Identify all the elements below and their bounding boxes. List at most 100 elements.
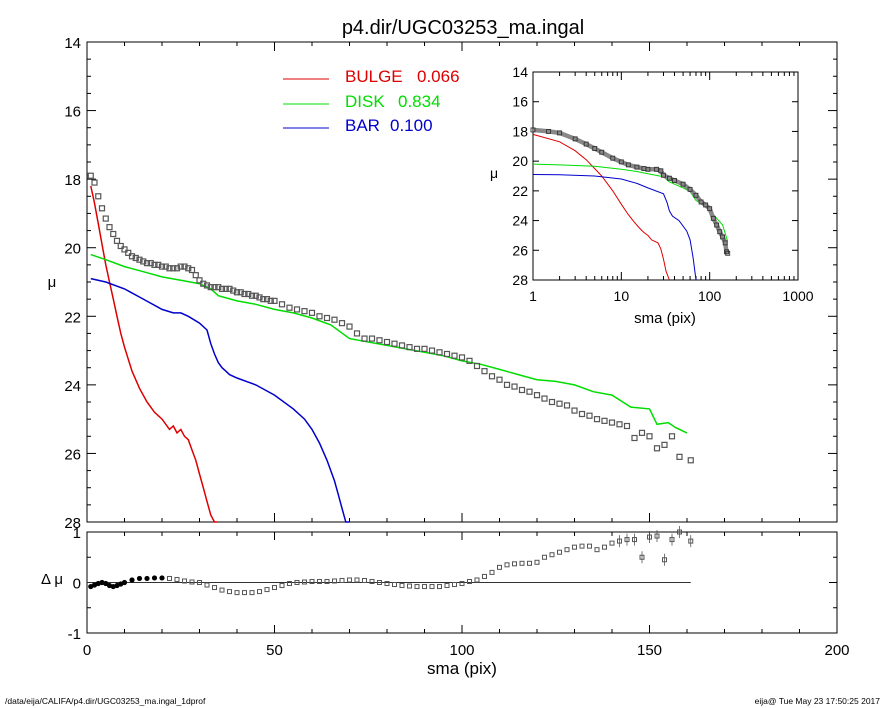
main-data-marker: [117, 242, 124, 250]
residual-data-marker: [407, 583, 412, 589]
main-panel: 14 16 18 20 22 24 26 28 μ: [48, 35, 838, 532]
main-data-marker: [646, 433, 653, 440]
main-data-marker: [218, 285, 226, 292]
main-data-marker: [496, 376, 503, 383]
main-data-marker: [518, 386, 526, 394]
residual-data-marker: [204, 582, 210, 588]
inset-x-tick-label: 1: [529, 288, 537, 304]
main-y-tick-label: 26: [64, 446, 81, 463]
main-y-tick-labels: 14 16 18 20 22 24 26 28: [64, 35, 81, 532]
main-y-tick-label: 16: [64, 104, 81, 121]
main-data-marker: [267, 297, 274, 304]
residual-x-tick-label: 200: [824, 642, 849, 659]
main-data-marker: [196, 277, 203, 284]
inset-data-marker: [714, 222, 720, 228]
inset-x-tick-label: 100: [698, 288, 722, 304]
residual-data-marker: [332, 578, 337, 584]
main-data-marker: [623, 422, 631, 430]
residual-data-marker: [459, 581, 465, 587]
residual-data-marker: [377, 580, 382, 585]
inset-data-marker: [658, 168, 664, 174]
inset-data-marker: [625, 162, 631, 168]
residual-data-marker: [369, 578, 375, 584]
main-data-marker: [233, 289, 241, 296]
residual-data-marker: [212, 585, 217, 591]
main-data-marker: [548, 398, 556, 406]
main-data-marker: [323, 314, 331, 322]
legend-label-bar: BAR: [345, 116, 380, 135]
residual-x-tick-label: 150: [637, 642, 662, 659]
main-data-marker: [271, 297, 278, 304]
residual-y-tick-label: 0: [73, 576, 81, 593]
main-series-line-disk: [90, 253, 688, 434]
inset-data-marker: [634, 164, 640, 170]
inset-data-marker: [666, 175, 672, 181]
main-data-marker: [91, 179, 98, 186]
residual-data-marker: [399, 583, 405, 589]
main-data-marker: [593, 416, 601, 423]
main-data-marker: [203, 282, 211, 289]
main-data-marker: [263, 296, 271, 303]
residual-data-marker: [234, 590, 240, 596]
main-y-tick-label: 14: [64, 35, 81, 52]
residual-data-marker: [444, 583, 450, 589]
main-data-marker: [140, 258, 147, 265]
residual-data-marker: [302, 579, 307, 585]
inset-plot-frame: [532, 71, 799, 281]
main-data-marker: [556, 400, 563, 407]
residual-data-marker: [257, 589, 262, 595]
main-data-marker: [185, 265, 192, 272]
inset-y-tick-label: 26: [512, 242, 528, 258]
main-axis-ticks: [86, 41, 838, 523]
inset-data-marker: [720, 234, 726, 240]
footer-timestamp: eija@ Tue May 23 17:50:25 2017: [755, 696, 881, 706]
main-data-marker: [451, 352, 458, 359]
residual-data-marker: [324, 578, 330, 584]
inset-x-tick-label: 10: [614, 288, 630, 304]
main-data-marker: [87, 172, 94, 179]
main-data-marker: [301, 308, 308, 315]
inset-panel: 14 16 18 20 22 24 26 281 10 100 1000 μ sma (pix): [490, 64, 814, 327]
legend-label-disk: DISK: [345, 92, 385, 111]
main-data-marker: [248, 292, 256, 299]
inset-data-marker: [710, 215, 716, 221]
residual-data-marker: [227, 589, 232, 595]
residual-data-marker: [579, 543, 585, 549]
residual-data-marker: [602, 544, 607, 550]
main-y-tick-label: 24: [64, 378, 81, 395]
main-data-marker: [653, 445, 661, 452]
residual-data-marker: [534, 559, 540, 565]
inset-data-marker: [722, 240, 728, 246]
legend: BULGE 0.066 DISK 0.834 BAR 0.100: [283, 67, 460, 135]
main-data-marker: [421, 345, 428, 352]
main-data-marker: [458, 354, 466, 361]
residual-data-marker: [174, 576, 180, 582]
residual-y-tick-label: 1: [73, 525, 81, 542]
inset-data-marker: [725, 250, 731, 256]
residual-y-axis-label: Δ μ: [41, 571, 63, 588]
main-data-marker: [286, 304, 293, 311]
inset-y-tick-label: 28: [512, 272, 528, 288]
main-data-marker: [293, 306, 301, 313]
main-data-marker: [147, 260, 154, 267]
main-data-marker: [413, 345, 421, 352]
inset-x-tick-label: 1000: [782, 288, 813, 304]
main-data-marker: [511, 383, 518, 390]
residual-data-marker: [414, 584, 420, 590]
inset-data-marker: [672, 178, 677, 183]
inset-series-line-bar: [532, 174, 697, 281]
residual-panel: 10-10 50 100 150 200 Δ μ sma (pix): [41, 525, 850, 678]
inset-y-axis-label: μ: [490, 165, 498, 181]
main-data-marker: [578, 410, 586, 418]
inset-data-marker: [610, 155, 616, 161]
main-data-marker: [608, 419, 616, 426]
main-data-marker: [207, 284, 214, 291]
residual-data-marker: [384, 581, 390, 587]
main-data-marker: [331, 316, 338, 323]
residual-data-marker: [482, 573, 487, 579]
inset-data-marker: [618, 159, 624, 165]
main-data-marker: [638, 429, 646, 436]
residual-data-marker: [467, 578, 472, 584]
main-data-marker: [143, 260, 151, 267]
